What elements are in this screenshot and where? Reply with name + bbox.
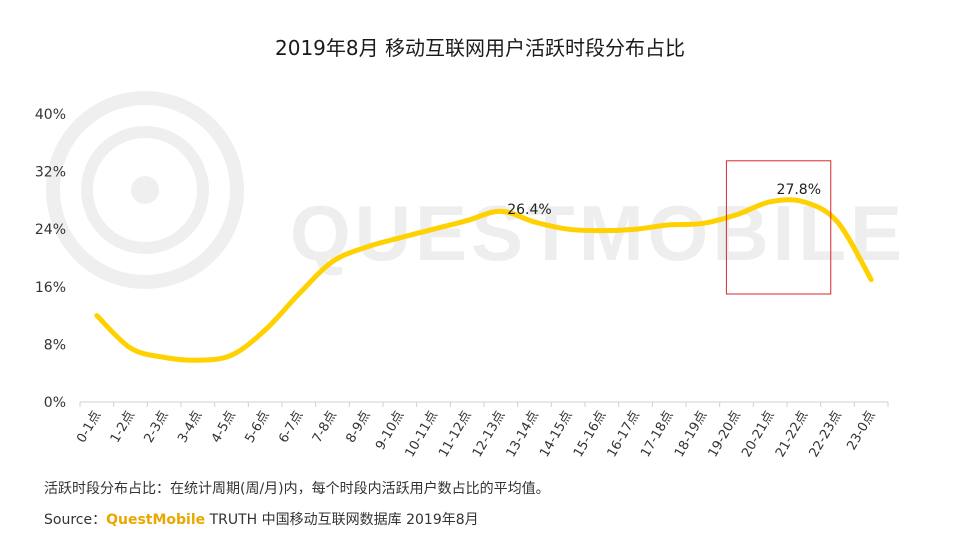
x-tick-label: 0-1点 xyxy=(74,409,104,446)
source-brand: QuestMobile xyxy=(106,512,206,528)
x-tick-label: 6-7点 xyxy=(276,409,306,446)
chart-title: 2019年8月 移动互联网用户活跃时段分布占比 xyxy=(275,36,685,60)
x-tick-label: 2-3点 xyxy=(142,409,172,446)
y-tick-label: 24% xyxy=(35,222,66,238)
y-tick-label: 40% xyxy=(35,107,66,123)
x-tick-label: 20-21点 xyxy=(739,409,777,460)
y-tick-label: 0% xyxy=(44,395,66,411)
y-tick-label: 8% xyxy=(44,337,66,353)
x-tick-label: 10-11点 xyxy=(403,409,441,460)
highlight-box xyxy=(725,160,832,295)
y-axis: 0% 8% 16% 24% 32% 40% xyxy=(35,107,66,411)
y-tick-label: 32% xyxy=(35,165,66,181)
x-tick-label: 18-19点 xyxy=(672,409,710,460)
x-tick-label: 23-0点 xyxy=(844,409,878,453)
x-tick-label: 3-4点 xyxy=(175,409,205,446)
source-line: Source：QuestMobile TRUTH 中国移动互联网数据库 2019… xyxy=(44,509,479,529)
x-tick-label: 4-5点 xyxy=(209,409,239,446)
watermark-logo xyxy=(46,91,244,289)
footnote: 活跃时段分布占比：在统计周期(周/月)内，每个时段内活跃用户数占比的平均值。 xyxy=(44,481,550,497)
data-label: 26.4% xyxy=(507,202,551,218)
x-tick-label: 15-16点 xyxy=(571,409,609,460)
series-line xyxy=(94,197,874,363)
data-label: 27.8% xyxy=(777,182,821,198)
x-tick-label: 13-14点 xyxy=(504,409,542,460)
x-tick-label: 12-13点 xyxy=(470,409,508,460)
annotation-layer: 26.4% 27.8% xyxy=(507,160,832,295)
x-tick-label: 21-22点 xyxy=(773,409,811,460)
y-tick-label: 16% xyxy=(35,280,66,296)
x-tick-label: 17-18点 xyxy=(638,409,676,460)
x-tick-label: 7-8点 xyxy=(310,409,340,446)
x-tick-label: 16-17点 xyxy=(605,409,643,460)
source-detail: TRUTH 中国移动互联网数据库 2019年8月 xyxy=(205,512,479,528)
x-tick-label: 19-20点 xyxy=(706,409,744,460)
x-tick-label: 11-12点 xyxy=(436,408,474,459)
x-tick-label: 22-23点 xyxy=(807,409,845,460)
x-tick-label: 8-9点 xyxy=(344,409,374,446)
x-tick-label: 5-6点 xyxy=(243,409,273,446)
series-layer xyxy=(94,197,874,363)
x-axis: 0-1点 1-2点 2-3点 3-4点 4-5点 5-6点 6-7点 7-8点 8-9点 9-10… xyxy=(74,401,889,460)
x-tick-label: 14-15点 xyxy=(537,409,575,460)
x-tick-label: 1-2点 xyxy=(108,409,138,446)
source-label: Source： xyxy=(44,512,107,528)
x-tick-label: 9-10点 xyxy=(373,409,407,453)
